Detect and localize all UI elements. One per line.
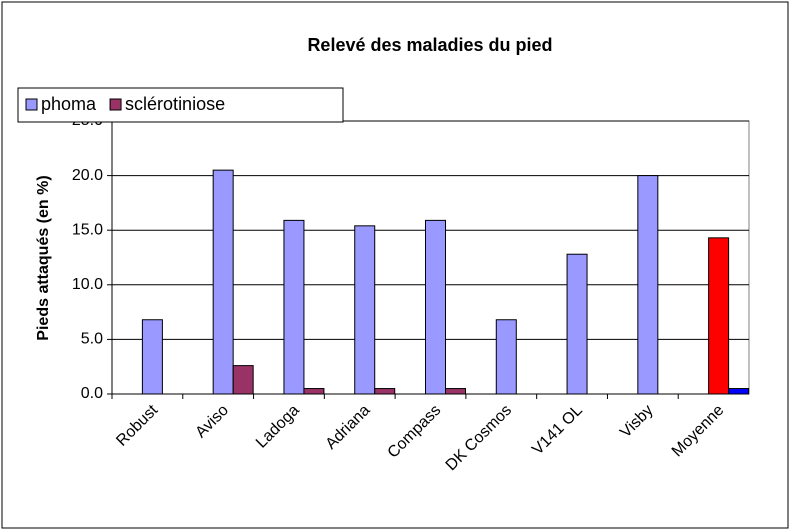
bar bbox=[566, 253, 588, 395]
bar bbox=[354, 225, 376, 395]
bar bbox=[374, 388, 396, 395]
bar bbox=[425, 219, 446, 395]
y-axis-label: Pieds attaqués (en %) bbox=[35, 175, 52, 340]
bar bbox=[232, 365, 254, 395]
bar bbox=[283, 219, 305, 395]
bar bbox=[141, 319, 163, 395]
bar bbox=[708, 237, 730, 395]
bar bbox=[445, 388, 466, 395]
legend-swatch bbox=[25, 98, 38, 111]
y-tick-label: 0.0 bbox=[81, 385, 103, 402]
chart-title: Relevé des maladies du pied bbox=[307, 35, 552, 55]
bar bbox=[728, 388, 750, 395]
y-tick-label: 10.0 bbox=[72, 276, 103, 293]
legend bbox=[17, 87, 344, 123]
bar bbox=[495, 319, 517, 395]
y-tick-label: 20.0 bbox=[72, 167, 103, 184]
legend-label: phoma bbox=[41, 94, 97, 114]
y-tick-label: 15.0 bbox=[72, 221, 103, 238]
legend-label: sclérotiniose bbox=[125, 94, 225, 114]
bar bbox=[637, 175, 659, 395]
y-tick-label: 5.0 bbox=[81, 331, 103, 348]
bar bbox=[303, 388, 325, 395]
legend-swatch bbox=[109, 98, 122, 111]
bar bbox=[212, 169, 234, 395]
